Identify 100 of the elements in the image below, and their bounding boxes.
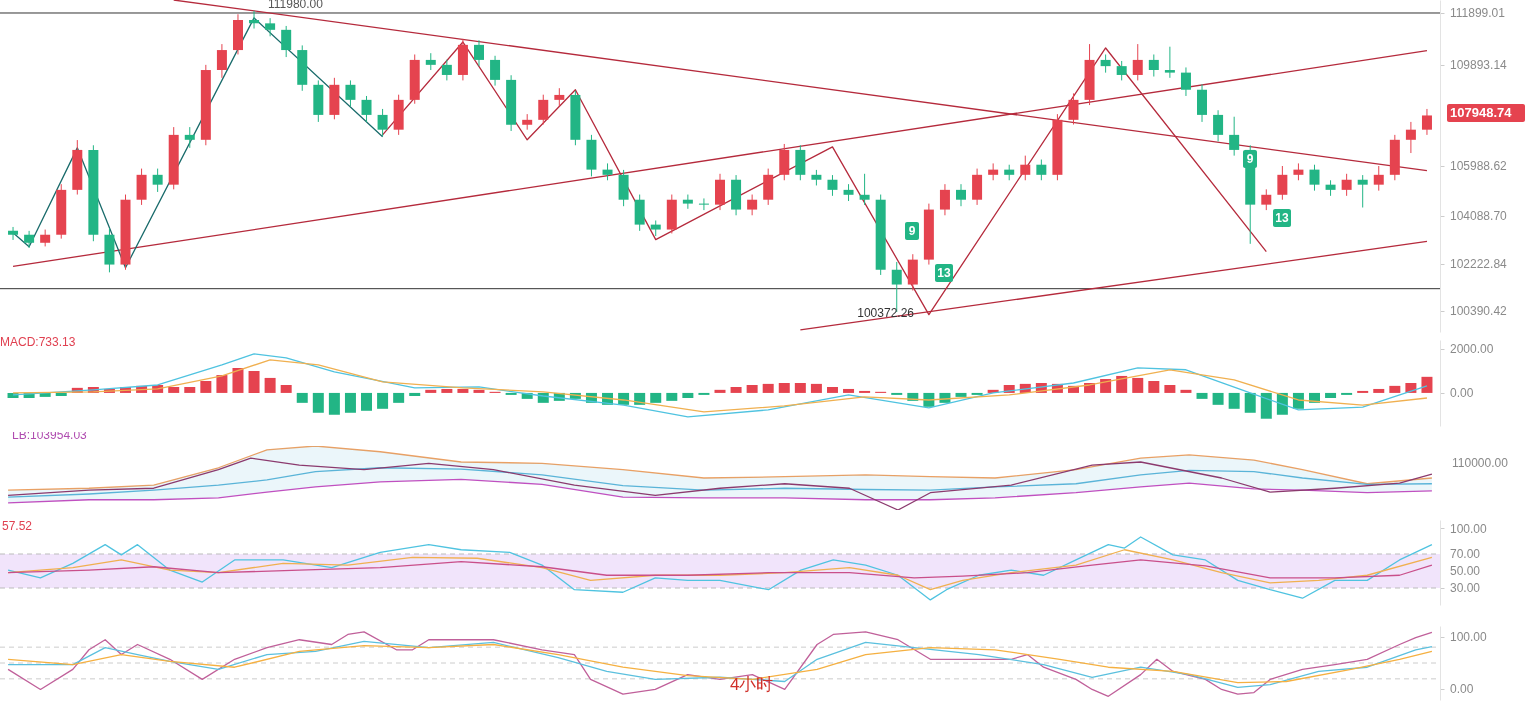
candlestick: [1020, 155, 1031, 181]
bar: [328, 392, 340, 415]
candlestick: [1309, 164, 1320, 192]
bar: [377, 392, 389, 409]
y-tick-label: 30.00: [1450, 581, 1481, 595]
candlestick: [956, 183, 967, 207]
bar: [1228, 392, 1240, 409]
candlestick: [538, 94, 549, 125]
candlestick: [8, 226, 19, 241]
candlestick: [152, 168, 163, 193]
candlestick: [682, 194, 693, 210]
bar: [441, 388, 453, 393]
bar: [1244, 392, 1256, 413]
bar: [1100, 379, 1112, 393]
candlestick: [1148, 53, 1159, 78]
y-tick-label: 0.00: [1450, 385, 1474, 400]
bar: [216, 375, 228, 393]
bar: [1421, 376, 1433, 393]
y-tick-label: 100.00: [1450, 629, 1488, 644]
bar: [843, 388, 855, 393]
candlestick: [24, 230, 35, 249]
annotation: 4小时: [730, 675, 774, 694]
candlestick: [859, 173, 870, 206]
bar: [1373, 388, 1385, 393]
candlestick: [1277, 165, 1288, 201]
candlestick: [1100, 53, 1111, 74]
line-series: [7, 536, 1433, 601]
candlestick: [265, 17, 276, 37]
line-series: [12, 359, 1428, 413]
bar: [714, 389, 726, 393]
annotation: 100372.26: [857, 306, 915, 320]
candlestick: [216, 43, 227, 79]
bar: [296, 392, 308, 403]
candlestick: [1357, 174, 1368, 208]
bar: [55, 392, 67, 397]
y-tick-label: 100390.42: [1450, 304, 1508, 319]
candlestick: [554, 87, 565, 107]
candlestick: [1164, 46, 1175, 79]
candlestick: [281, 25, 292, 58]
candlestick: [1405, 121, 1416, 154]
bar: [168, 386, 180, 393]
bar: [1116, 375, 1128, 393]
candlestick: [1180, 66, 1191, 97]
candlestick: [988, 162, 999, 181]
bar: [361, 392, 373, 411]
bar: [1164, 384, 1176, 393]
y-tick-label: 2000.00: [1450, 341, 1494, 356]
candlestick: [1213, 109, 1224, 142]
bar: [1180, 389, 1192, 393]
candlestick: [939, 183, 950, 216]
bar: [810, 383, 822, 393]
bar: [650, 392, 662, 403]
candlestick: [441, 59, 452, 81]
annotation: 111980.00: [268, 0, 324, 11]
candlestick: [361, 95, 372, 123]
y-tick-label: 50.00: [1450, 564, 1481, 578]
bar: [425, 389, 437, 393]
candlestick: [345, 79, 356, 107]
candlestick: [377, 108, 388, 137]
bar: [778, 383, 790, 393]
bar: [1132, 377, 1144, 393]
y-tick-label: 100.00: [1450, 521, 1488, 536]
candlestick: [698, 197, 709, 211]
line-series: [7, 631, 1433, 697]
candlestick: [747, 194, 758, 216]
bar: [457, 388, 469, 393]
y-tick-label: 104088.70: [1450, 208, 1508, 223]
annotation: 57.52: [2, 519, 33, 533]
candlestick: [473, 39, 484, 67]
bar: [312, 392, 324, 413]
candlestick: [1229, 116, 1240, 157]
bar: [955, 392, 967, 397]
bar: [473, 389, 485, 393]
bar: [762, 383, 774, 393]
candlestick: [1116, 60, 1127, 81]
bar: [1212, 392, 1224, 405]
bar: [393, 392, 405, 403]
bar: [794, 383, 806, 393]
candlestick: [1261, 188, 1272, 211]
line-series: [12, 353, 1428, 418]
bar: [280, 384, 292, 393]
bar: [264, 377, 276, 393]
y-tick-label: 111899.01: [1450, 5, 1506, 20]
candlestick: [184, 126, 195, 149]
bar: [344, 392, 356, 413]
line-series: [7, 559, 1433, 579]
bar: [184, 386, 196, 393]
bar: [746, 384, 758, 393]
candlestick: [827, 174, 838, 197]
candlestick: [1036, 159, 1047, 181]
bar: [730, 386, 742, 393]
candlestick: [1373, 165, 1384, 192]
bar: [409, 392, 421, 397]
bar: [826, 386, 838, 393]
bar: [666, 392, 678, 401]
bar: [232, 368, 244, 393]
annotation: MACD:733.13: [0, 335, 76, 349]
candlestick: [1068, 92, 1079, 125]
y-tick-label: 102222.84: [1450, 256, 1508, 271]
candlestick: [1132, 43, 1143, 81]
